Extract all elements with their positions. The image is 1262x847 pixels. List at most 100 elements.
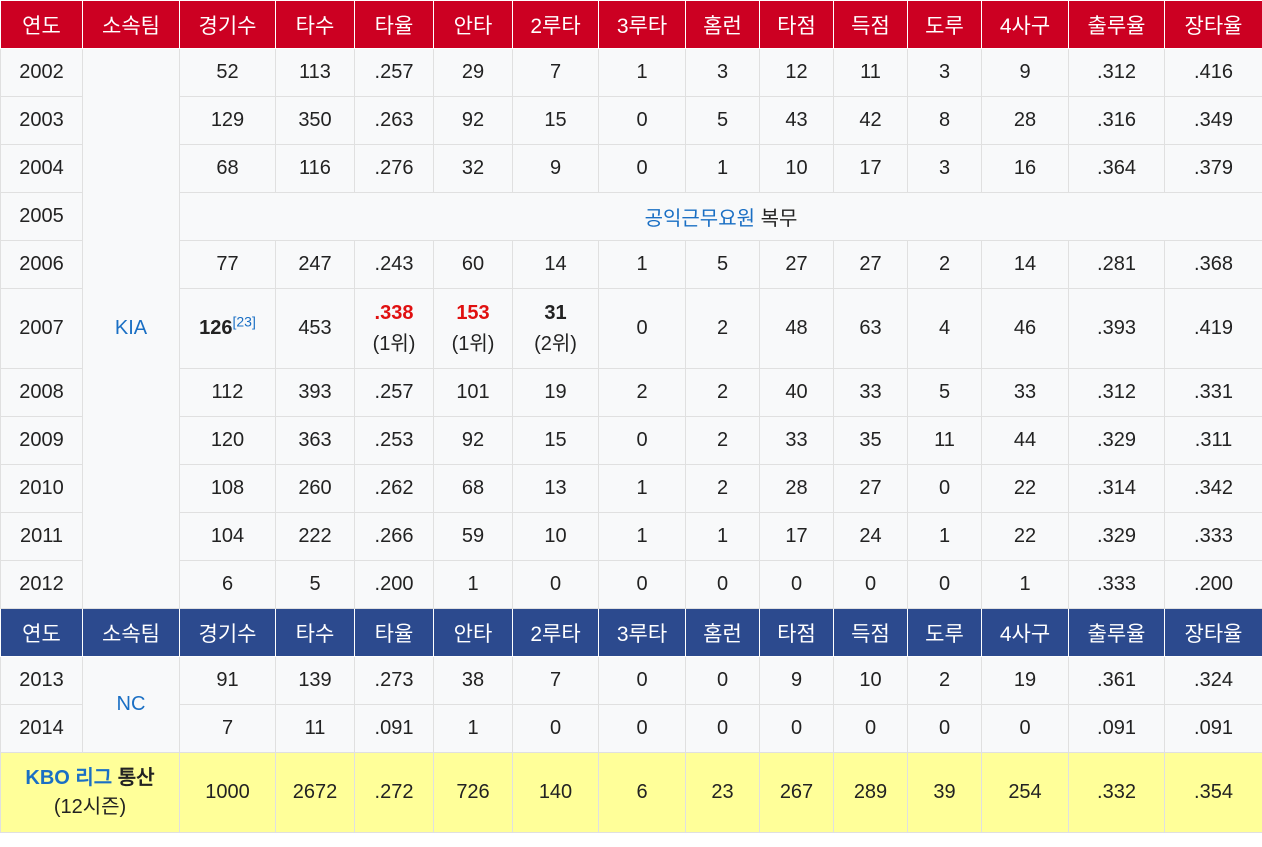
header-row-nc: 연도 소속팀 경기수 타수 타율 안타 2루타 3루타 홈런 타점 득점 도루 …	[0, 608, 1262, 657]
cell-year: 2010	[0, 464, 83, 513]
cell-walks: 16	[981, 144, 1069, 193]
cell-games: 120	[179, 416, 276, 465]
cell-triples: 0	[598, 416, 686, 465]
cell-avg: .257	[354, 368, 434, 417]
cell-obp: .329	[1068, 416, 1165, 465]
cell-runs: 24	[833, 512, 908, 561]
header-rbi: 타점	[759, 0, 834, 49]
cell-doubles: 31 (2위)	[512, 288, 599, 369]
cell-hits: 92	[433, 96, 513, 145]
cell-year: 2004	[0, 144, 83, 193]
cell-slg: .368	[1164, 240, 1262, 289]
header-rbi: 타점	[759, 608, 834, 657]
cell-avg: .266	[354, 512, 434, 561]
cell-at-bats: 116	[275, 144, 355, 193]
cell-rbi: 48	[759, 288, 834, 369]
table-row: 2009 120 363 .253 92 15 0 2 33 35 11 44 …	[0, 416, 1262, 465]
cell-slg: .324	[1164, 656, 1262, 705]
cell-games: 129	[179, 96, 276, 145]
table-row: 2003 129 350 .263 92 15 0 5 43 42 8 28 .…	[0, 96, 1262, 145]
cell-avg: .253	[354, 416, 434, 465]
header-slg: 장타율	[1164, 608, 1262, 657]
cell-obp: .091	[1068, 704, 1165, 753]
header-steals: 도루	[907, 608, 982, 657]
cell-games: 108	[179, 464, 276, 513]
header-triples: 3루타	[598, 608, 686, 657]
header-steals: 도루	[907, 0, 982, 49]
cell-runs: 0	[833, 704, 908, 753]
cell-triples: 1	[598, 240, 686, 289]
cell-avg: .257	[354, 48, 434, 97]
cell-hits: 101	[433, 368, 513, 417]
cell-steals: 11	[907, 416, 982, 465]
header-obp: 출루율	[1068, 608, 1165, 657]
cell-home-runs: 0	[685, 560, 760, 609]
cell-slg: .311	[1164, 416, 1262, 465]
cell-games: 52	[179, 48, 276, 97]
cell-year: 2008	[0, 368, 83, 417]
cell-doubles: 0	[512, 704, 599, 753]
cell-triples: 1	[598, 48, 686, 97]
cell-games: 112	[179, 368, 276, 417]
header-walks: 4사구	[981, 0, 1069, 49]
cell-slg: .419	[1164, 288, 1262, 369]
service-link[interactable]: 공익근무요원	[644, 208, 756, 230]
header-walks: 4사구	[981, 608, 1069, 657]
cell-games: 77	[179, 240, 276, 289]
cell-hits: 32	[433, 144, 513, 193]
cell-slg: .342	[1164, 464, 1262, 513]
team-name[interactable]: NC	[116, 693, 146, 715]
header-games: 경기수	[179, 0, 276, 49]
cell-runs: 27	[833, 464, 908, 513]
table-row: 2008 112 393 .257 101 19 2 2 40 33 5 33 …	[0, 368, 1262, 417]
cell-year: 2012	[0, 560, 83, 609]
header-row-kia: 연도 소속팀 경기수 타수 타율 안타 2루타 3루타 홈런 타점 득점 도루 …	[0, 0, 1262, 49]
cell-runs: 42	[833, 96, 908, 145]
team-link-kia[interactable]: KIA	[82, 48, 180, 609]
cell-triples: 1	[598, 512, 686, 561]
cell-steals: 0	[907, 560, 982, 609]
table-row-2007: 2007 126[23] 453 .338 (1위) 153 (1위) 31 (2위)…	[0, 288, 1262, 369]
cell-steals: 3	[907, 48, 982, 97]
header-obp: 출루율	[1068, 0, 1165, 49]
service-text: 복무	[755, 208, 798, 230]
cell-at-bats: 5	[275, 560, 355, 609]
cell-rbi: 40	[759, 368, 834, 417]
cell-slg: .091	[1164, 704, 1262, 753]
cell-games: 91	[179, 656, 276, 705]
cell-home-runs: 0	[685, 656, 760, 705]
cell-triples: 0	[598, 96, 686, 145]
cell-walks: 9	[981, 48, 1069, 97]
total-text: 통산	[112, 766, 155, 789]
cell-obp: .329	[1068, 512, 1165, 561]
cell-walks: 46	[981, 288, 1069, 369]
cell-at-bats: 11	[275, 704, 355, 753]
header-doubles: 2루타	[512, 608, 599, 657]
cell-slg: .379	[1164, 144, 1262, 193]
header-avg: 타율	[354, 608, 434, 657]
header-year: 연도	[0, 0, 83, 49]
table-row: 2004 68 116 .276 32 9 0 1 10 17 3 16 .36…	[0, 144, 1262, 193]
cell-year: 2003	[0, 96, 83, 145]
table-row: 2011 104 222 .266 59 10 1 1 17 24 1 22 .…	[0, 512, 1262, 561]
cell-year: 2005	[0, 192, 83, 241]
team-link-nc[interactable]: NC	[82, 656, 180, 753]
team-name[interactable]: KIA	[114, 317, 148, 339]
cell-steals: 4	[907, 288, 982, 369]
cell-games: 104	[179, 512, 276, 561]
cell-home-runs: 2	[685, 288, 760, 369]
cell-hits: 153 (1위)	[433, 288, 513, 369]
header-home-runs: 홈런	[685, 608, 760, 657]
league-link[interactable]: KBO 리그	[25, 766, 113, 789]
cell-hits: 38	[433, 656, 513, 705]
reference-link[interactable]: [23]	[232, 313, 256, 330]
cell-triples: 2	[598, 368, 686, 417]
cell-year: 2013	[0, 656, 83, 705]
cell-home-runs: 2	[685, 464, 760, 513]
cell-doubles: 140	[512, 752, 599, 833]
hits-value: 153	[456, 301, 490, 324]
cell-games: 126[23]	[179, 288, 276, 369]
cell-triples: 0	[598, 704, 686, 753]
cell-obp: .364	[1068, 144, 1165, 193]
cell-steals: 8	[907, 96, 982, 145]
